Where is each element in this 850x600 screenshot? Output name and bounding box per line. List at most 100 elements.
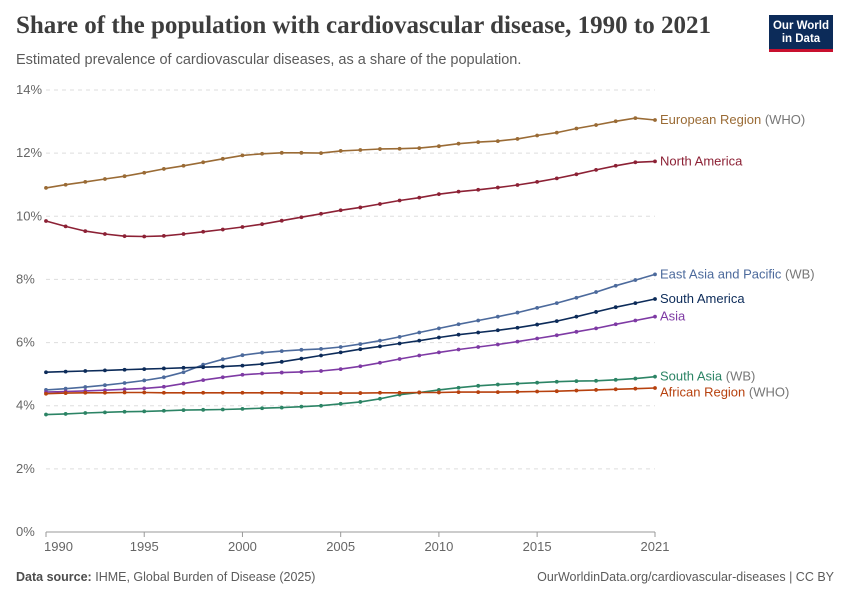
data-point [613, 387, 618, 392]
data-point [279, 390, 284, 395]
data-point [476, 390, 481, 395]
data-point [122, 381, 127, 385]
data-point [613, 322, 618, 327]
source-url[interactable]: OurWorldinData.org/cardiovascular-diseas… [537, 570, 834, 584]
x-tick-label: 1995 [130, 539, 159, 554]
data-point [358, 391, 363, 395]
data-point [83, 385, 88, 389]
data-point [358, 342, 363, 347]
series-label-name: South America [660, 291, 745, 306]
data-point [319, 403, 323, 408]
logo-line-2: in Data [781, 33, 821, 45]
data-source: Data source: IHME, Global Burden of Dise… [16, 570, 315, 584]
data-point [161, 390, 166, 395]
data-point [181, 163, 186, 168]
data-point [63, 412, 68, 416]
data-point [220, 407, 225, 412]
data-point [299, 356, 304, 361]
data-point [397, 198, 402, 203]
data-point [574, 329, 579, 334]
x-tick-label: 2000 [228, 539, 257, 554]
data-point [103, 368, 107, 373]
series-line [45, 298, 656, 373]
y-tick-label: 0% [16, 524, 35, 539]
series-label: South America [660, 291, 745, 306]
data-point [161, 408, 166, 413]
data-point [240, 372, 245, 377]
data-point [653, 159, 657, 164]
data-point [397, 341, 402, 346]
data-point [338, 350, 343, 355]
data-point [378, 396, 382, 401]
data-point [319, 211, 323, 216]
data-point [397, 146, 402, 151]
data-point [142, 409, 147, 414]
data-point [554, 176, 559, 181]
data-point [613, 377, 618, 382]
data-point [161, 167, 166, 171]
data-point [201, 160, 206, 165]
data-point [476, 187, 481, 192]
data-point [142, 390, 147, 395]
data-point [181, 365, 186, 370]
series-label: Asia [660, 309, 686, 324]
data-point [122, 367, 127, 372]
data-point [476, 318, 481, 323]
series-label: European Region (WHO) [660, 112, 805, 127]
data-point [44, 219, 48, 223]
owid-logo[interactable]: Our World in Data [769, 15, 833, 52]
data-point [201, 407, 206, 412]
data-point [495, 382, 500, 387]
data-point [338, 345, 343, 349]
data-point [554, 301, 559, 306]
data-point [594, 310, 598, 314]
series-label-suffix: (WB) [781, 266, 814, 281]
data-point [417, 146, 422, 150]
data-point [260, 406, 264, 411]
data-point [319, 391, 323, 395]
y-tick-label: 12% [16, 145, 42, 160]
data-point [240, 406, 245, 411]
data-point [299, 391, 304, 395]
data-point [63, 386, 68, 391]
data-point [594, 326, 598, 331]
data-point [633, 160, 638, 165]
data-point [456, 189, 461, 194]
data-point [653, 272, 657, 277]
data-point [44, 412, 48, 417]
data-point [63, 182, 68, 187]
data-point [653, 374, 657, 379]
data-point [594, 388, 598, 392]
data-point [358, 205, 363, 210]
data-point [535, 179, 540, 184]
data-point [653, 118, 657, 122]
data-point [161, 375, 166, 380]
data-point [437, 326, 441, 331]
data-point [142, 378, 147, 383]
data-point [279, 359, 284, 364]
data-source-text[interactable]: IHME, Global Burden of Disease (2025) [95, 570, 316, 584]
data-point [161, 384, 166, 389]
data-point [456, 347, 461, 352]
logo-line-1: Our World [772, 20, 829, 32]
series-label-name: Asia [660, 309, 686, 324]
data-point [103, 177, 107, 181]
data-point [44, 185, 48, 190]
data-point [476, 383, 481, 388]
data-point [653, 314, 657, 319]
data-point [613, 119, 618, 124]
data-point [142, 234, 147, 239]
series-line [45, 387, 656, 395]
data-point [240, 363, 245, 368]
data-point [633, 386, 638, 391]
data-point [220, 390, 225, 395]
data-point [83, 390, 88, 395]
data-point [299, 370, 304, 374]
data-point [594, 123, 598, 127]
data-point [103, 410, 107, 415]
data-point [122, 234, 127, 239]
data-point [535, 389, 540, 394]
data-point [279, 150, 284, 155]
data-point [240, 153, 245, 158]
x-tick-label: 2005 [326, 539, 355, 554]
